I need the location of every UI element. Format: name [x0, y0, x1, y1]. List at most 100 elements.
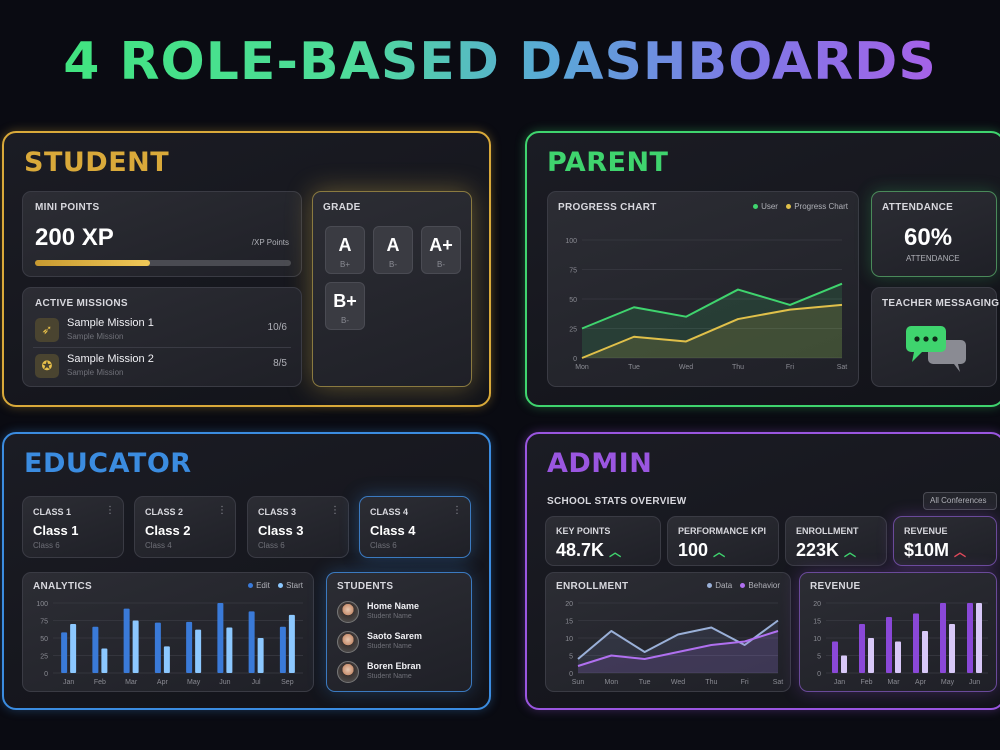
kpi-value: 223K ︿: [796, 540, 856, 561]
progress-chart-label: PROGRESS CHART: [558, 202, 657, 213]
y-tick-label: 20: [813, 601, 821, 608]
y-tick-label: 15: [813, 619, 821, 626]
educator-title: EDUCATOR: [24, 448, 192, 479]
student-sub: Student Name: [367, 643, 412, 650]
bar: [832, 641, 838, 673]
bar: [859, 624, 865, 673]
mission-count: 10/6: [267, 322, 287, 333]
y-tick-label: 50: [569, 297, 577, 304]
badge-icon: ✪: [35, 354, 59, 378]
kpi-label: ENROLLMENT: [796, 526, 859, 536]
x-tick-label: Apr: [915, 679, 927, 686]
bar: [279, 626, 286, 673]
grade-tile: A B-: [373, 226, 413, 274]
points-card[interactable]: MINI POINTS 200 XP /XP Points: [22, 191, 302, 277]
points-value: 200 XP: [35, 224, 114, 251]
kpi-value-text: 223K: [796, 540, 840, 560]
chat-bubbles-icon[interactable]: [902, 322, 972, 374]
rocket-icon: ➶: [35, 318, 59, 342]
analytics-legend: Edit Start: [242, 581, 303, 590]
avatar: [337, 631, 359, 653]
bar: [886, 617, 892, 673]
kpi-label: KEY POINTS: [556, 526, 611, 536]
kpi-label: REVENUE: [904, 526, 948, 536]
grade-card[interactable]: GRADE A B+ A B- A+ B- B+ B-: [312, 191, 472, 387]
x-tick-label: Sat: [837, 364, 848, 371]
y-tick-label: 0: [569, 671, 573, 678]
y-tick-label: 15: [565, 619, 573, 626]
kpi-card[interactable]: REVENUE $10M ︿: [893, 516, 997, 566]
y-tick-label: 0: [573, 356, 577, 363]
grade-tile: A B+: [325, 226, 365, 274]
class-card-1[interactable]: CLASS 1 Class 1 Class 6 ⋮: [22, 496, 124, 558]
analytics-label: ANALYTICS: [33, 581, 93, 592]
attendance-label: ATTENDANCE: [882, 202, 954, 213]
x-tick-label: Sun: [572, 679, 585, 686]
x-tick-label: Sep: [281, 679, 294, 686]
y-tick-label: 0: [44, 671, 48, 678]
missions-card: ACTIVE MISSIONS ➶ Sample Mission 1 Sampl…: [22, 287, 302, 387]
kpi-card[interactable]: PERFORMANCE KPI 100 ︿: [667, 516, 779, 566]
admin-panel: ADMIN SCHOOL STATS OVERVIEW All Conferen…: [525, 432, 1000, 710]
students-label: STUDENTS: [337, 581, 394, 592]
x-tick-label: Feb: [94, 679, 106, 686]
series-area: [578, 620, 778, 673]
trend-up-icon: ︿: [713, 545, 726, 559]
x-tick-label: Thu: [732, 364, 744, 371]
class-name: Class 2: [145, 523, 191, 538]
class-sub: Class 4: [145, 541, 172, 550]
x-tick-label: Sat: [773, 679, 784, 686]
educator-panel: EDUCATOR CLASS 1 Class 1 Class 6 ⋮ CLASS…: [2, 432, 491, 710]
missions-label: ACTIVE MISSIONS: [35, 298, 128, 309]
avatar: [337, 661, 359, 683]
grade-letter: A: [386, 235, 400, 255]
y-tick-label: 75: [569, 268, 577, 275]
more-icon[interactable]: ⋮: [217, 505, 227, 516]
mission-row[interactable]: ➶ Sample Mission 1 Sample Mission 10/6: [33, 314, 291, 348]
class-name: Class 4: [370, 523, 416, 538]
grade-letter: B+: [333, 291, 357, 311]
students-card: STUDENTS Home Name Student Name Saoto Sa…: [326, 572, 472, 692]
legend-dot: [707, 582, 713, 588]
teacher-messaging-card[interactable]: TEACHER MESSAGING: [871, 287, 999, 387]
more-icon[interactable]: ⋮: [105, 505, 115, 516]
filter-dropdown[interactable]: All Conferences: [923, 492, 997, 510]
revenue-bar-chart: 0 5 10 15 20 Jan Feb Mar Apr May Jun: [813, 601, 988, 686]
attendance-card[interactable]: ATTENDANCE 60% ATTENDANCE: [871, 191, 997, 277]
series-line: [581, 282, 843, 330]
class-card-3[interactable]: CLASS 3 Class 3 Class 6 ⋮: [247, 496, 349, 558]
y-tick-label: 25: [569, 327, 577, 334]
y-tick-label: 100: [565, 238, 577, 245]
bar: [922, 631, 928, 673]
bar: [895, 641, 901, 673]
more-icon[interactable]: ⋮: [452, 505, 462, 516]
class-sub: Class 6: [33, 541, 60, 550]
overview-label: SCHOOL STATS OVERVIEW: [547, 496, 687, 507]
kpi-value-text: 100: [678, 540, 709, 560]
x-tick-label: Mar: [887, 679, 900, 686]
legend-dot: [753, 203, 759, 209]
legend-item: Edit: [256, 581, 270, 590]
x-tick-label: Thu: [705, 679, 717, 686]
mission-row[interactable]: ✪ Sample Mission 2 Sample Mission 8/5: [33, 350, 291, 384]
x-tick-label: Apr: [157, 679, 169, 686]
kpi-card[interactable]: ENROLLMENT 223K ︿: [785, 516, 887, 566]
student-name: Home Name: [367, 601, 420, 611]
trend-up-icon: ︿: [609, 545, 622, 559]
more-icon[interactable]: ⋮: [330, 505, 340, 516]
kpi-card[interactable]: KEY POINTS 48.7K ︿: [545, 516, 661, 566]
x-tick-label: May: [941, 679, 955, 686]
y-tick-label: 5: [817, 654, 821, 661]
grade-sub: B-: [341, 316, 349, 325]
attendance-sub: ATTENDANCE: [906, 254, 960, 263]
x-tick-label: Jun: [219, 679, 230, 686]
y-tick-label: 5: [569, 654, 573, 661]
kpi-value-text: $10M: [904, 540, 950, 560]
student-name: Saoto Sarem: [367, 631, 423, 641]
progress-line-chart: 0 25 50 75 100 Mon Tue Wed Thu Fri Sat: [565, 238, 848, 371]
y-tick-label: 10: [565, 636, 573, 643]
class-card-2[interactable]: CLASS 2 Class 2 Class 4 ⋮: [134, 496, 236, 558]
mission-count: 8/5: [273, 358, 287, 369]
class-card-4[interactable]: CLASS 4 Class 4 Class 6 ⋮: [359, 496, 471, 558]
grade-label: GRADE: [323, 202, 361, 213]
